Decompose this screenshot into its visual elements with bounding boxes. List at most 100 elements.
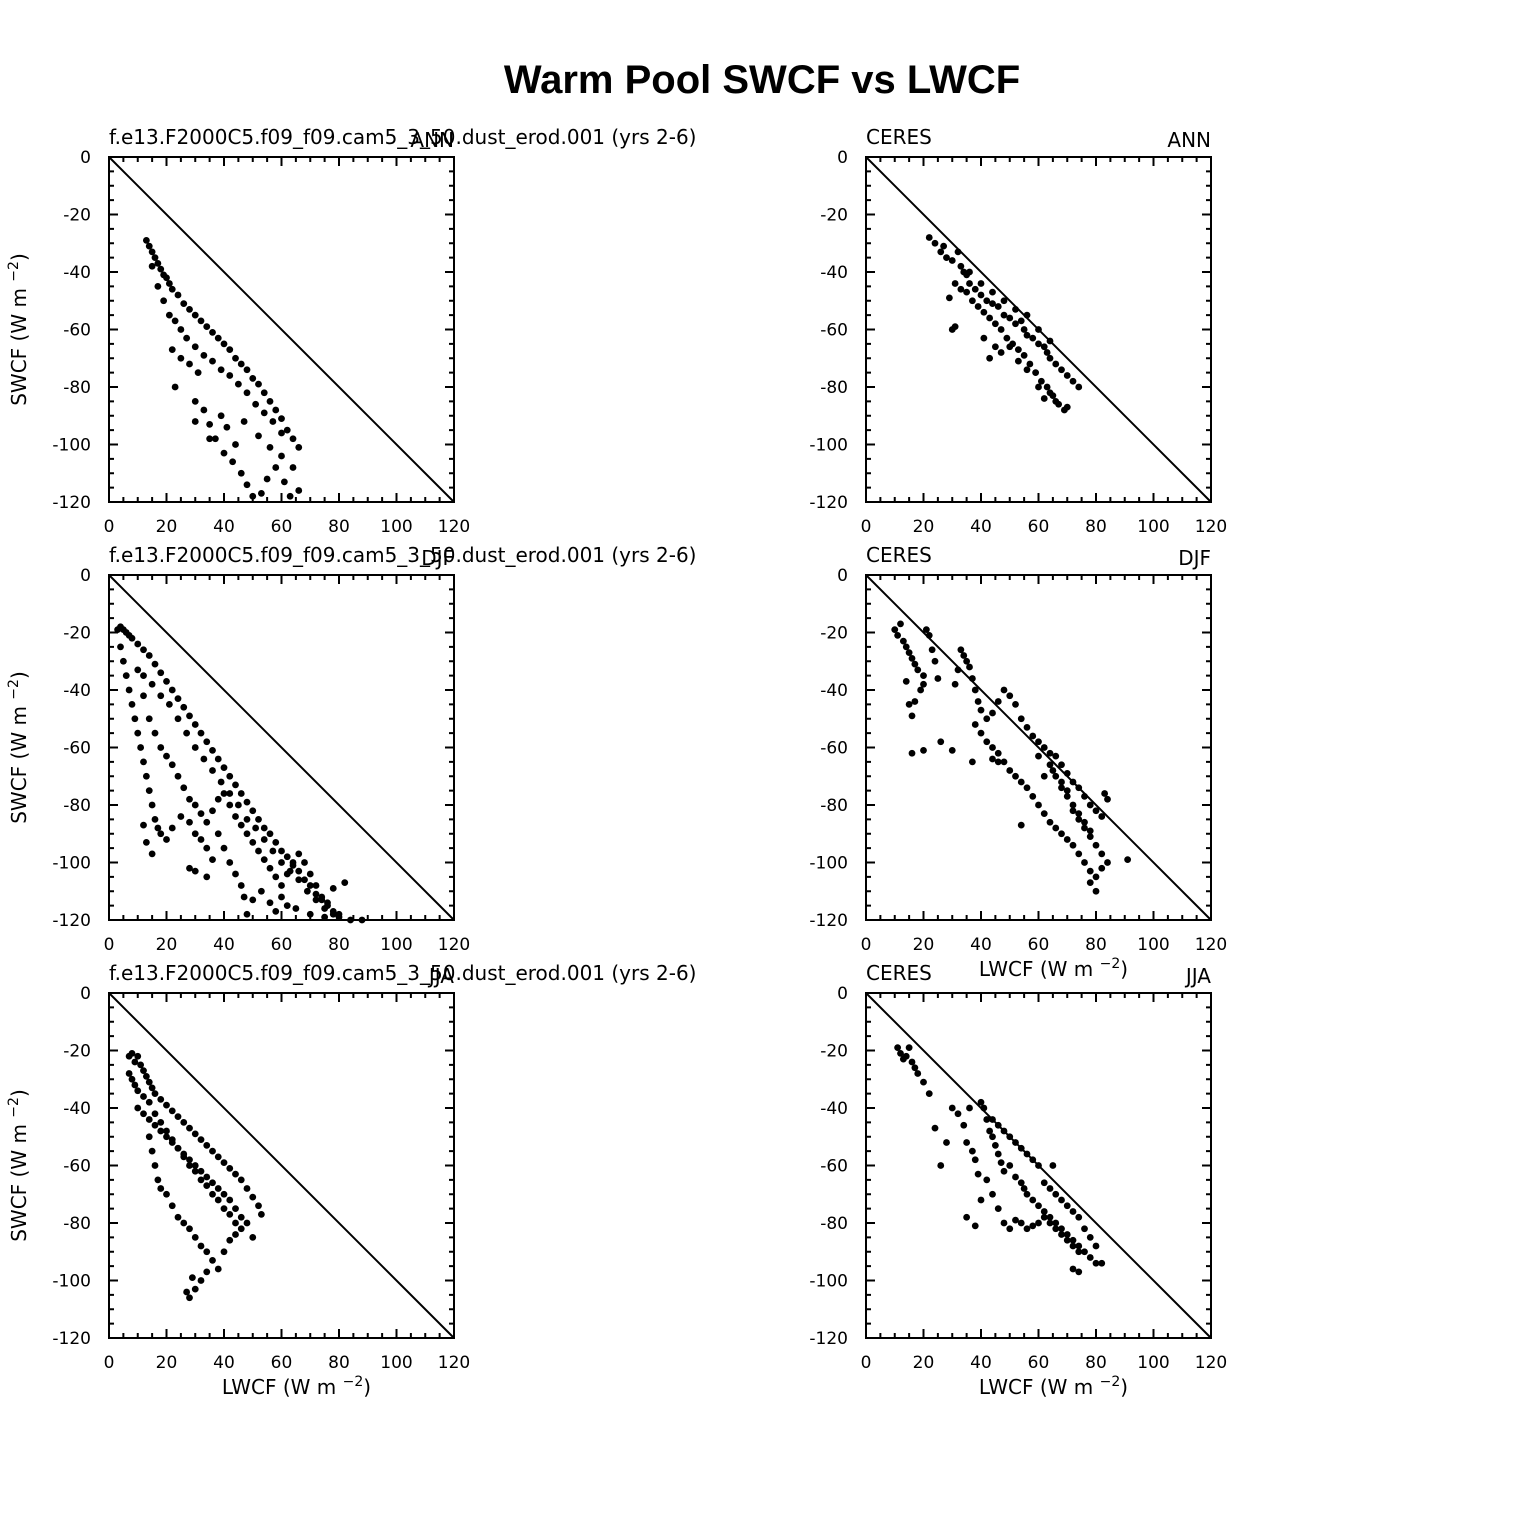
data-point bbox=[1012, 320, 1019, 328]
data-point bbox=[200, 351, 208, 359]
data-point bbox=[206, 420, 214, 428]
x-tick-label: 0 bbox=[861, 1353, 872, 1373]
data-point bbox=[1040, 1208, 1048, 1215]
data-point bbox=[917, 686, 925, 694]
data-point bbox=[186, 360, 193, 368]
data-point bbox=[324, 899, 331, 907]
data-point bbox=[1000, 297, 1008, 305]
y-tick-label: -20 bbox=[820, 206, 848, 226]
data-point bbox=[128, 1049, 136, 1057]
y-tick-label: -20 bbox=[63, 624, 91, 644]
data-point bbox=[1012, 772, 1019, 780]
data-point bbox=[920, 672, 927, 680]
x-tick-label: 40 bbox=[970, 1353, 992, 1373]
data-point bbox=[157, 1185, 165, 1192]
data-point bbox=[272, 873, 280, 881]
data-point bbox=[994, 698, 1002, 705]
x-tick-label: 80 bbox=[328, 1353, 350, 1373]
panel-title: f.e13.F2000C5.f09_f09.cam5_3_50.dust_ero… bbox=[109, 125, 696, 149]
data-point bbox=[186, 1162, 193, 1169]
scatter-points bbox=[114, 623, 366, 924]
data-point bbox=[1037, 377, 1045, 385]
data-point bbox=[968, 297, 976, 305]
data-point bbox=[937, 248, 945, 256]
x-tick-label: 60 bbox=[1028, 517, 1050, 537]
data-point bbox=[232, 813, 239, 820]
data-point bbox=[142, 772, 150, 780]
data-point bbox=[278, 859, 285, 866]
data-point bbox=[989, 288, 996, 296]
data-point bbox=[1006, 767, 1014, 774]
data-point bbox=[131, 1058, 139, 1066]
data-point bbox=[1052, 772, 1060, 780]
data-point bbox=[142, 838, 150, 846]
y-tick-label: -60 bbox=[63, 1157, 91, 1177]
data-point bbox=[341, 879, 349, 887]
reference-line bbox=[865, 574, 1212, 921]
panel-title: CERES bbox=[866, 961, 932, 985]
data-point bbox=[977, 706, 985, 714]
data-point bbox=[266, 830, 274, 838]
data-point bbox=[163, 1127, 170, 1135]
data-point bbox=[168, 1139, 176, 1146]
data-point bbox=[908, 654, 916, 662]
data-point bbox=[163, 1133, 170, 1141]
data-point bbox=[226, 1164, 234, 1172]
x-tick-label: 0 bbox=[104, 935, 115, 955]
data-point bbox=[168, 686, 176, 694]
data-point bbox=[1040, 1213, 1048, 1221]
data-point bbox=[934, 675, 942, 682]
data-point bbox=[1069, 1265, 1077, 1273]
y-tick-label: -120 bbox=[809, 493, 848, 513]
data-point bbox=[329, 884, 337, 892]
data-point bbox=[1020, 326, 1028, 333]
data-point bbox=[128, 1075, 136, 1083]
data-point bbox=[209, 357, 216, 365]
data-point bbox=[894, 631, 902, 639]
data-point bbox=[968, 675, 976, 682]
data-point bbox=[157, 744, 165, 751]
data-point bbox=[272, 907, 280, 915]
x-tick-label: 0 bbox=[861, 935, 872, 955]
data-point bbox=[1046, 761, 1054, 769]
data-point bbox=[177, 326, 185, 333]
y-tick-label: -80 bbox=[63, 1214, 91, 1234]
data-point bbox=[968, 1147, 976, 1155]
data-point bbox=[1035, 340, 1042, 348]
data-point bbox=[203, 1182, 211, 1190]
data-point bbox=[989, 1190, 996, 1198]
data-point bbox=[180, 300, 188, 308]
data-point bbox=[168, 346, 176, 354]
data-point bbox=[249, 838, 257, 846]
y-tick-label: -120 bbox=[809, 1329, 848, 1349]
data-point bbox=[306, 870, 314, 878]
data-point bbox=[145, 715, 153, 723]
data-point bbox=[220, 844, 228, 852]
data-point bbox=[232, 354, 239, 362]
data-point bbox=[217, 778, 225, 786]
data-point bbox=[151, 1121, 159, 1129]
data-point bbox=[140, 821, 147, 829]
data-point bbox=[1092, 887, 1100, 895]
data-point bbox=[171, 383, 179, 391]
data-point bbox=[1000, 1167, 1008, 1175]
data-point bbox=[232, 1219, 239, 1227]
data-point bbox=[134, 1087, 142, 1095]
data-point bbox=[321, 905, 329, 912]
data-point bbox=[278, 882, 285, 889]
data-point bbox=[191, 397, 199, 405]
data-point bbox=[151, 660, 159, 668]
data-point bbox=[963, 1213, 971, 1221]
data-point bbox=[914, 666, 922, 674]
data-point bbox=[197, 1176, 205, 1184]
data-point bbox=[295, 487, 303, 494]
data-point bbox=[226, 859, 234, 866]
x-tick-label: 100 bbox=[1137, 1353, 1169, 1373]
data-point bbox=[1086, 1233, 1094, 1241]
data-point bbox=[197, 810, 205, 818]
data-point bbox=[269, 418, 277, 425]
y-tick-label: -60 bbox=[820, 1157, 848, 1177]
data-point bbox=[211, 435, 219, 443]
data-point bbox=[960, 652, 968, 659]
data-point bbox=[980, 334, 988, 342]
